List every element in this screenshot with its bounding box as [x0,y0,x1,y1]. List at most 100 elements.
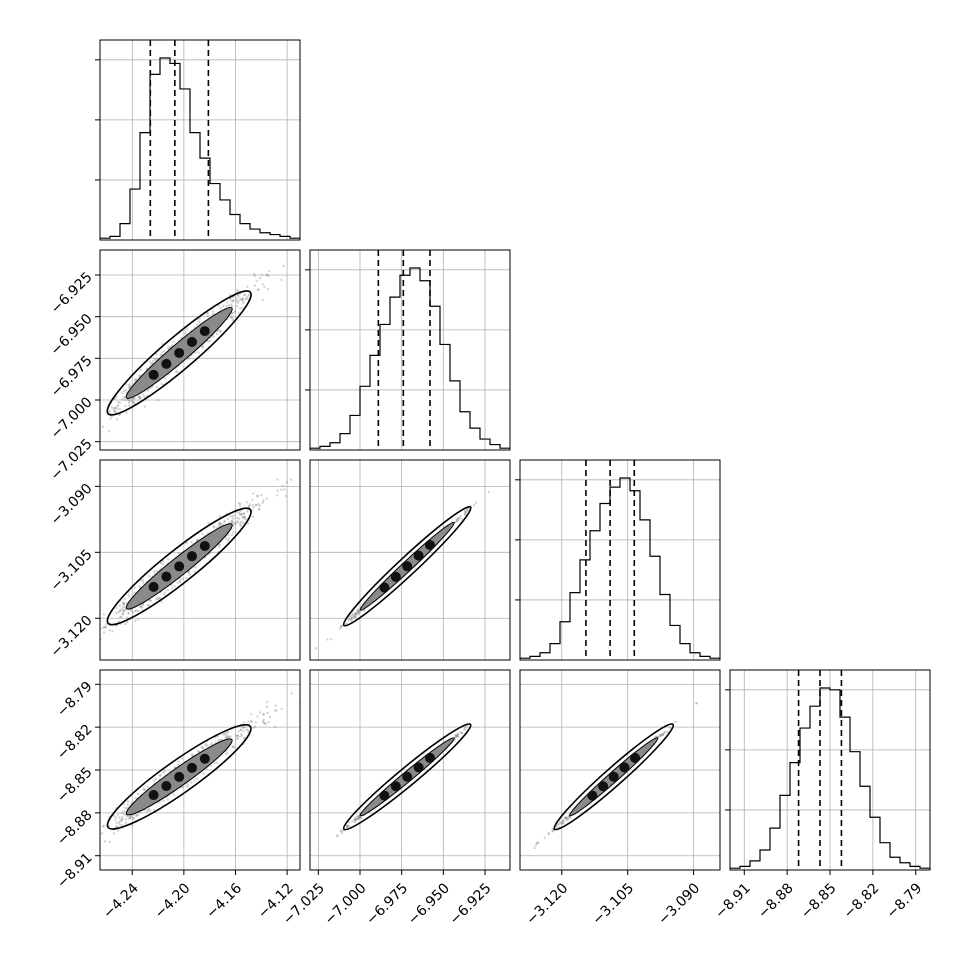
sample-point [121,612,125,616]
sample-point [257,503,260,506]
contour-outer [106,724,252,830]
sample-point [198,317,202,320]
sample-point [360,816,363,820]
sample-point [185,785,188,788]
sample-point [94,843,96,845]
sample-point [314,647,318,650]
density-peak [186,337,197,348]
sample-point [127,611,130,615]
sample-point [463,509,467,512]
sample-point [147,808,150,811]
sample-point [113,409,116,413]
sample-point [463,727,467,730]
sample-point [326,638,329,641]
sample-point [226,731,230,734]
histogram-step [520,477,720,660]
sample-point [117,404,120,407]
sample-point [176,370,179,374]
sample-point [240,732,243,736]
sample-point [240,728,243,732]
sample-point [90,426,92,428]
sample-point [134,797,137,800]
sample-point [112,832,116,835]
sample-point [348,618,351,622]
sample-point [466,508,469,512]
contour-outer [342,723,472,831]
sample-point [241,725,244,729]
sample-point [339,830,343,833]
sample-point [253,274,257,277]
sample-point [115,418,119,421]
sample-point [246,510,249,513]
sample-point [190,541,193,544]
sample-point [101,626,105,629]
sample-point [232,525,235,528]
sample-point [196,318,200,321]
sample-point [357,816,360,819]
y-tick-label: −7.000 [48,394,96,442]
sample-point [237,502,240,505]
sample-point [244,298,247,301]
sample-point [142,788,145,791]
sample-point [234,522,237,525]
sample-point [276,478,279,481]
sample-point [118,604,122,607]
sample-point [116,813,120,816]
sample-point [240,513,243,516]
sample-point [200,746,204,749]
sample-point [226,539,229,542]
density-peak [186,551,197,562]
sample-point [146,785,150,788]
sample-point [236,516,239,519]
sample-point [264,722,267,726]
sample-point [266,711,269,715]
sample-point [174,370,178,373]
sample-point [348,615,351,618]
sample-point [232,522,236,525]
sample-point [139,396,142,400]
sample-point [225,734,228,737]
sample-point [111,630,114,633]
sample-point [152,808,156,812]
sample-point [358,815,361,818]
sample-point [187,571,190,574]
sample-point [474,501,478,504]
sample-point [97,428,99,430]
sample-point [346,825,349,828]
sample-point [231,317,234,320]
sample-point [223,732,226,736]
sample-point [218,545,221,549]
sample-point [237,299,240,303]
sample-point [114,411,117,414]
sample-point [247,731,250,734]
sample-point [122,810,125,813]
sample-point [472,504,476,507]
density-peak [161,780,172,791]
sample-point [119,608,122,612]
sample-point [201,745,204,749]
sample-point [458,516,461,520]
sample-point [118,401,122,404]
sample-point [237,517,241,520]
sample-point [136,813,139,817]
sample-point [129,398,133,402]
sample-point [121,610,125,613]
sample-point [274,704,277,707]
sample-point [91,843,93,845]
sample-point [101,825,105,828]
sample-point [135,609,138,612]
sample-point [235,296,238,300]
sample-point [197,750,200,753]
sample-point [336,834,339,837]
histogram-panel-3 [515,459,721,661]
sample-point [240,520,244,523]
sample-point [162,799,165,802]
sample-point [123,399,127,402]
sample-point [124,389,128,392]
sample-point [245,728,248,731]
sample-point [340,832,344,835]
sample-point [136,618,140,621]
density-peak [413,550,424,561]
sample-point [236,734,239,737]
sample-point [229,303,233,306]
